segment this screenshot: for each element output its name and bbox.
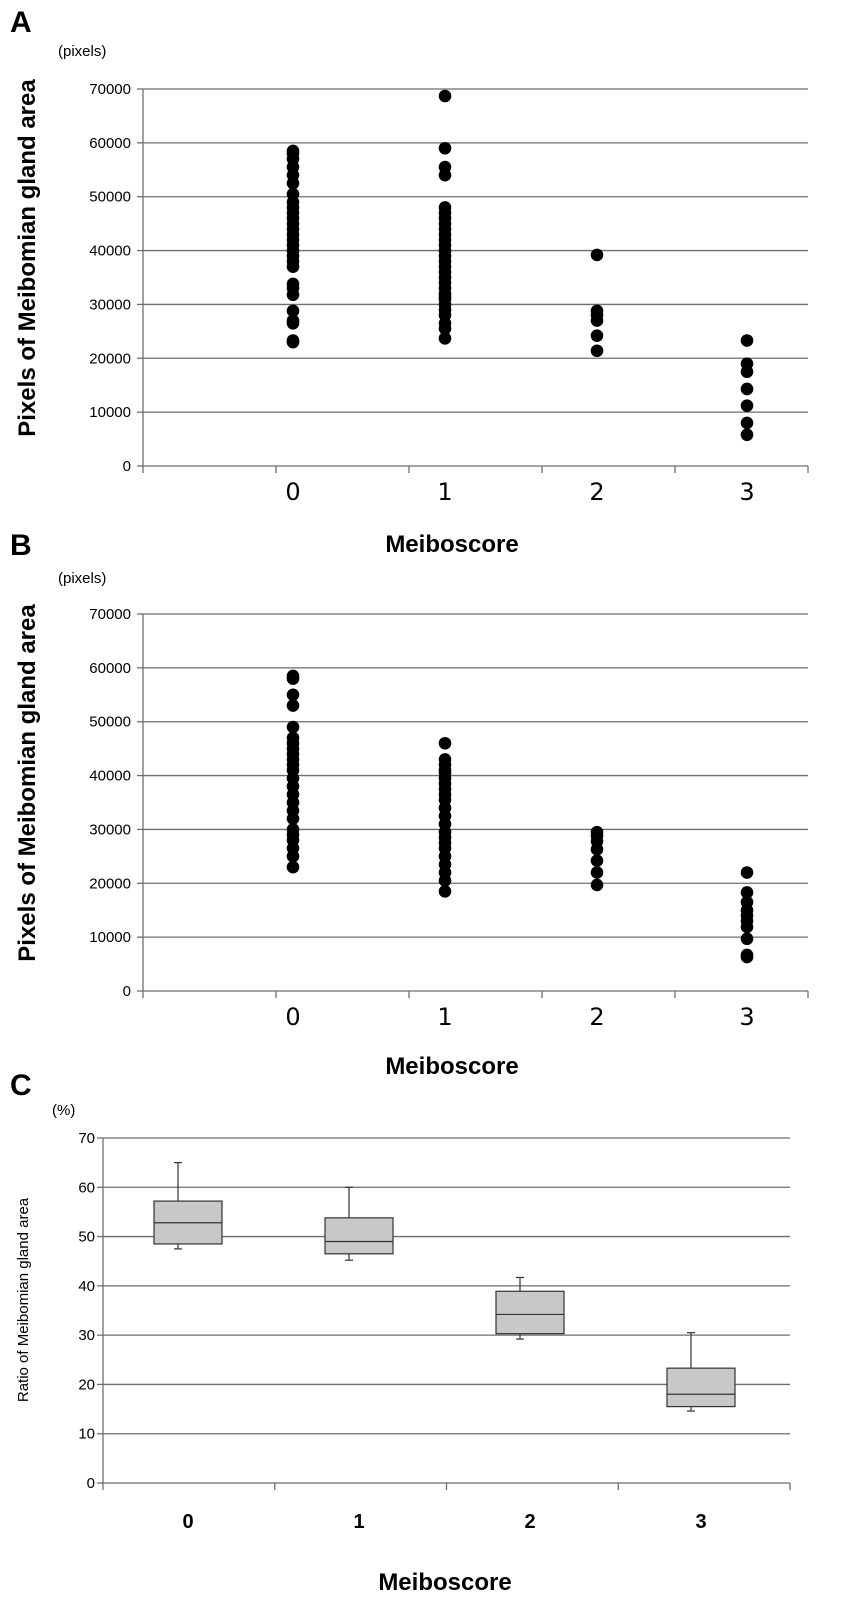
panel-letter: B (10, 529, 32, 562)
box (666, 1367, 736, 1408)
x-tick-label: 1 (437, 478, 452, 506)
unit-label: (pixels) (58, 43, 106, 60)
data-point (286, 314, 300, 327)
y-axis-title: Pixels of Meibomian gland area (14, 79, 41, 437)
panel-b: B (pixels) 0 10000 20000 30000 40000 50000 60000… (10, 529, 809, 1080)
x-tick-label: 1 (437, 1003, 452, 1031)
data-point (286, 304, 300, 318)
y-tick-label: 60000 (89, 660, 131, 677)
y-tick-label: 30000 (89, 821, 131, 838)
data-point (740, 886, 754, 899)
y-axis-title: Pixels of Meibomian gland area (14, 604, 41, 962)
data-point (438, 885, 452, 898)
data-point (438, 332, 452, 345)
data-point (590, 248, 604, 262)
y-tick-label: 70000 (89, 606, 131, 623)
data-point (590, 344, 604, 358)
data-point (740, 428, 754, 442)
data-point (740, 334, 754, 347)
data-point (590, 329, 604, 342)
data-point (438, 753, 452, 766)
x-axis-title: Meiboscore (378, 1569, 511, 1596)
y-tick-label: 70000 (89, 81, 131, 98)
data-point (740, 866, 754, 879)
panel-letter: C (10, 1069, 32, 1102)
data-point (286, 669, 300, 683)
data-point (740, 895, 754, 909)
data-point (286, 688, 300, 702)
y-tick-label: 60 (78, 1179, 95, 1196)
data-point (286, 823, 300, 836)
data-point (740, 948, 754, 962)
data-point (740, 399, 754, 412)
unit-label: (%) (52, 1102, 75, 1119)
x-tick-label: 3 (695, 1511, 706, 1533)
data-point (740, 932, 754, 946)
data-point (590, 304, 604, 318)
x-tick-label: 3 (739, 478, 754, 506)
data-point (286, 720, 300, 734)
y-tick-label: 30 (78, 1327, 95, 1344)
y-tick-label: 50 (78, 1229, 95, 1246)
data-point (740, 382, 754, 396)
y-tick-label: 10000 (89, 929, 131, 946)
data-point (438, 201, 452, 214)
data-point (590, 866, 604, 879)
x-tick-label: 1 (353, 1511, 364, 1533)
y-tick-label: 50000 (89, 714, 131, 731)
y-tick-label: 10 (78, 1426, 95, 1443)
y-tick-label: 60000 (89, 135, 131, 152)
y-tick-label: 0 (87, 1475, 95, 1492)
y-axis-title: Ratio of Meibomian gland area (15, 1197, 32, 1402)
x-tick-label: 0 (285, 1003, 300, 1031)
x-tick-label: 2 (524, 1511, 535, 1533)
data-point (286, 334, 300, 347)
y-tick-label: 0 (123, 983, 131, 1000)
data-point (740, 357, 754, 370)
x-tick-label: 0 (182, 1511, 193, 1533)
data-point (438, 141, 452, 155)
panel-c: C (%) 0 10 20 30 40 50 60 70 0 1 2 3 Meiboscore Ratio o… (10, 1069, 791, 1596)
data-point (286, 860, 300, 874)
y-tick-label: 30000 (89, 296, 131, 313)
y-tick-label: 20000 (89, 875, 131, 892)
data-point (590, 825, 604, 839)
data-point (590, 878, 604, 892)
data-point (740, 416, 754, 430)
x-axis-title: Meiboscore (385, 1053, 518, 1080)
data-point (286, 144, 300, 158)
y-tick-label: 20000 (89, 350, 131, 367)
panel-a: A (pixels) 0 10000 20000 30000 40000 50000 60000… (10, 6, 809, 558)
x-tick-label: 0 (285, 478, 300, 506)
box (495, 1290, 565, 1335)
box (324, 1217, 394, 1255)
y-tick-label: 40 (78, 1278, 95, 1295)
y-tick-label: 20 (78, 1376, 95, 1393)
x-tick-label: 2 (589, 478, 604, 506)
x-tick-label: 2 (589, 1003, 604, 1031)
y-tick-label: 40000 (89, 768, 131, 785)
data-point (590, 854, 604, 867)
data-point (286, 731, 300, 745)
x-tick-label: 3 (739, 1003, 754, 1031)
y-tick-label: 10000 (89, 404, 131, 421)
data-point (286, 699, 300, 712)
data-point (438, 89, 452, 103)
data-point (286, 187, 300, 201)
y-tick-label: 40000 (89, 243, 131, 260)
y-tick-label: 50000 (89, 189, 131, 206)
x-axis-title: Meiboscore (385, 531, 518, 558)
y-tick-label: 70 (78, 1130, 95, 1147)
unit-label: (pixels) (58, 570, 106, 587)
y-tick-label: 0 (123, 458, 131, 475)
data-point (286, 277, 300, 291)
data-point (438, 160, 452, 174)
data-point (438, 736, 452, 750)
panel-letter: A (10, 6, 32, 39)
